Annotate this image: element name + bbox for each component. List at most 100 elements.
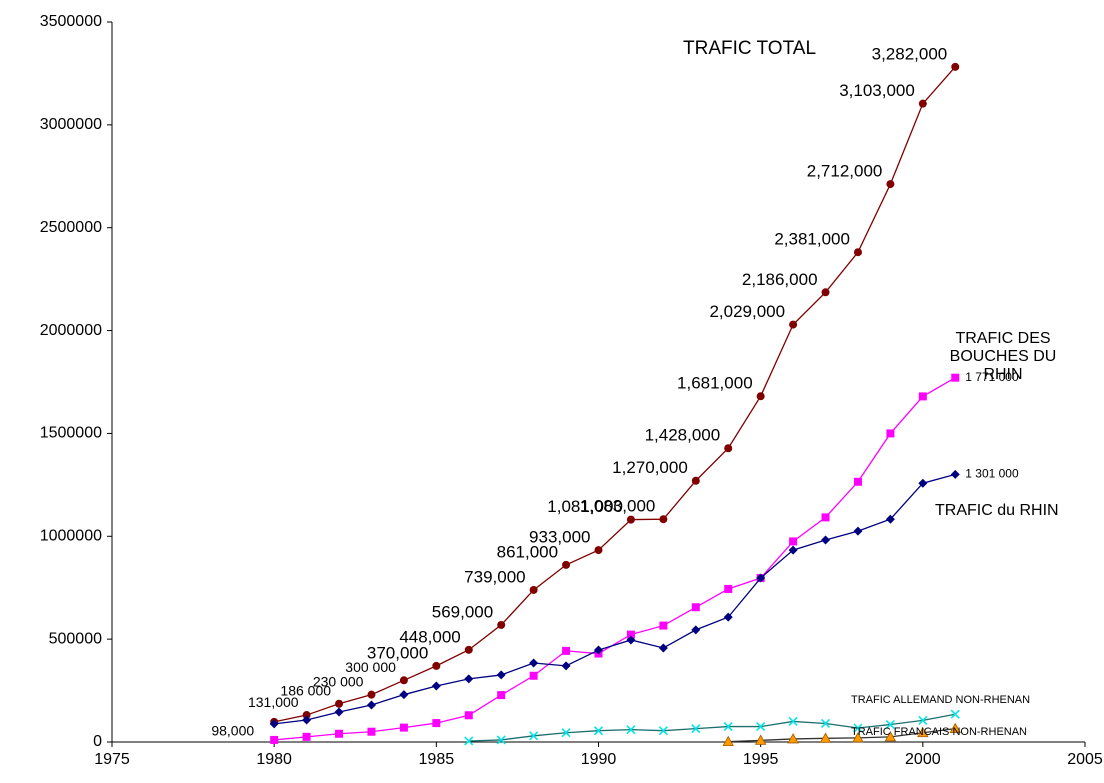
point	[789, 537, 798, 546]
point	[367, 727, 376, 736]
point	[754, 734, 767, 745]
point	[853, 248, 862, 257]
point	[658, 643, 668, 653]
y-tick-label: 1500000	[40, 425, 102, 442]
x-tick-label: 1975	[94, 751, 130, 768]
series-label: TRAFIC FRANCAIS NON-RHENAN	[851, 726, 1028, 738]
point	[399, 676, 408, 685]
point	[918, 478, 928, 488]
point	[918, 392, 927, 401]
point	[464, 674, 474, 684]
point	[335, 729, 344, 738]
point	[497, 620, 506, 629]
point	[722, 735, 734, 746]
y-tick-label: 500000	[49, 630, 102, 647]
point	[626, 630, 635, 639]
point	[691, 476, 700, 485]
series-label: TRAFIC du RHIN	[935, 502, 1059, 519]
point	[562, 646, 571, 655]
point	[724, 584, 733, 593]
point	[691, 603, 700, 612]
point	[821, 288, 830, 297]
value-label: 2,029,000	[709, 302, 785, 321]
value-label: 2,186,000	[742, 270, 818, 289]
x-tick-label: 1990	[581, 751, 617, 768]
point	[659, 621, 668, 630]
point	[496, 735, 506, 745]
point	[723, 722, 733, 732]
value-label: 1,428,000	[645, 426, 721, 445]
point	[496, 670, 506, 680]
point	[756, 392, 765, 401]
point	[529, 658, 539, 668]
point	[821, 513, 830, 522]
point	[561, 728, 571, 738]
point	[853, 526, 863, 536]
point	[884, 731, 897, 742]
value-label: 448,000	[399, 627, 460, 646]
value-label: 1,270,000	[612, 458, 688, 477]
point	[788, 545, 798, 555]
point	[951, 373, 960, 382]
point	[334, 707, 344, 717]
x-tick-label: 1985	[419, 751, 455, 768]
value-label: 98,000	[211, 723, 254, 739]
point	[691, 724, 701, 734]
point	[886, 429, 895, 438]
y-tick-label: 2000000	[40, 322, 102, 339]
series-line	[274, 66, 956, 723]
point	[464, 711, 473, 720]
point	[789, 320, 798, 329]
point	[950, 469, 960, 479]
point	[852, 732, 864, 743]
point	[269, 719, 279, 729]
value-label: 1,081,000	[547, 497, 623, 516]
x-tick-label: 1995	[743, 751, 779, 768]
point	[918, 99, 927, 108]
series-line	[274, 377, 956, 741]
point	[302, 711, 311, 720]
point	[497, 691, 506, 700]
y-tick-label: 2500000	[40, 219, 102, 236]
point	[821, 535, 831, 545]
point	[399, 723, 408, 732]
value-label: 861,000	[497, 542, 558, 561]
point	[366, 700, 376, 710]
point	[626, 515, 635, 524]
point	[691, 625, 701, 635]
point	[819, 732, 832, 743]
point	[951, 62, 960, 71]
point	[950, 709, 960, 719]
series-label: TRAFIC ALLEMAND NON-RHENAN	[851, 694, 1031, 706]
point	[431, 681, 441, 691]
point	[302, 715, 312, 725]
value-label: 370,000	[367, 643, 428, 662]
point	[626, 725, 636, 735]
series-label: TRAFIC TOTAL	[683, 38, 817, 59]
point	[658, 726, 668, 736]
point	[949, 722, 961, 734]
value-label: 230 000	[313, 673, 364, 689]
point	[270, 735, 279, 744]
x-tick-label: 2000	[905, 751, 941, 768]
point	[723, 612, 733, 622]
y-tick-label: 0	[93, 733, 102, 750]
value-label: 3,282,000	[872, 44, 948, 63]
value-label: 186 000	[280, 682, 331, 698]
series-line	[274, 473, 956, 725]
value-label: 2,712,000	[807, 162, 883, 181]
value-label: 1,681,000	[677, 374, 753, 393]
value-label: 1 771 000	[965, 370, 1019, 384]
x-tick-label: 1980	[256, 751, 292, 768]
value-label: 300 000	[345, 659, 396, 675]
point	[562, 560, 571, 569]
point	[917, 726, 929, 738]
point	[626, 635, 636, 645]
x-tick-label: 2005	[1067, 751, 1103, 768]
point	[853, 477, 862, 486]
point	[594, 546, 603, 555]
point	[788, 716, 798, 726]
point	[886, 180, 895, 189]
